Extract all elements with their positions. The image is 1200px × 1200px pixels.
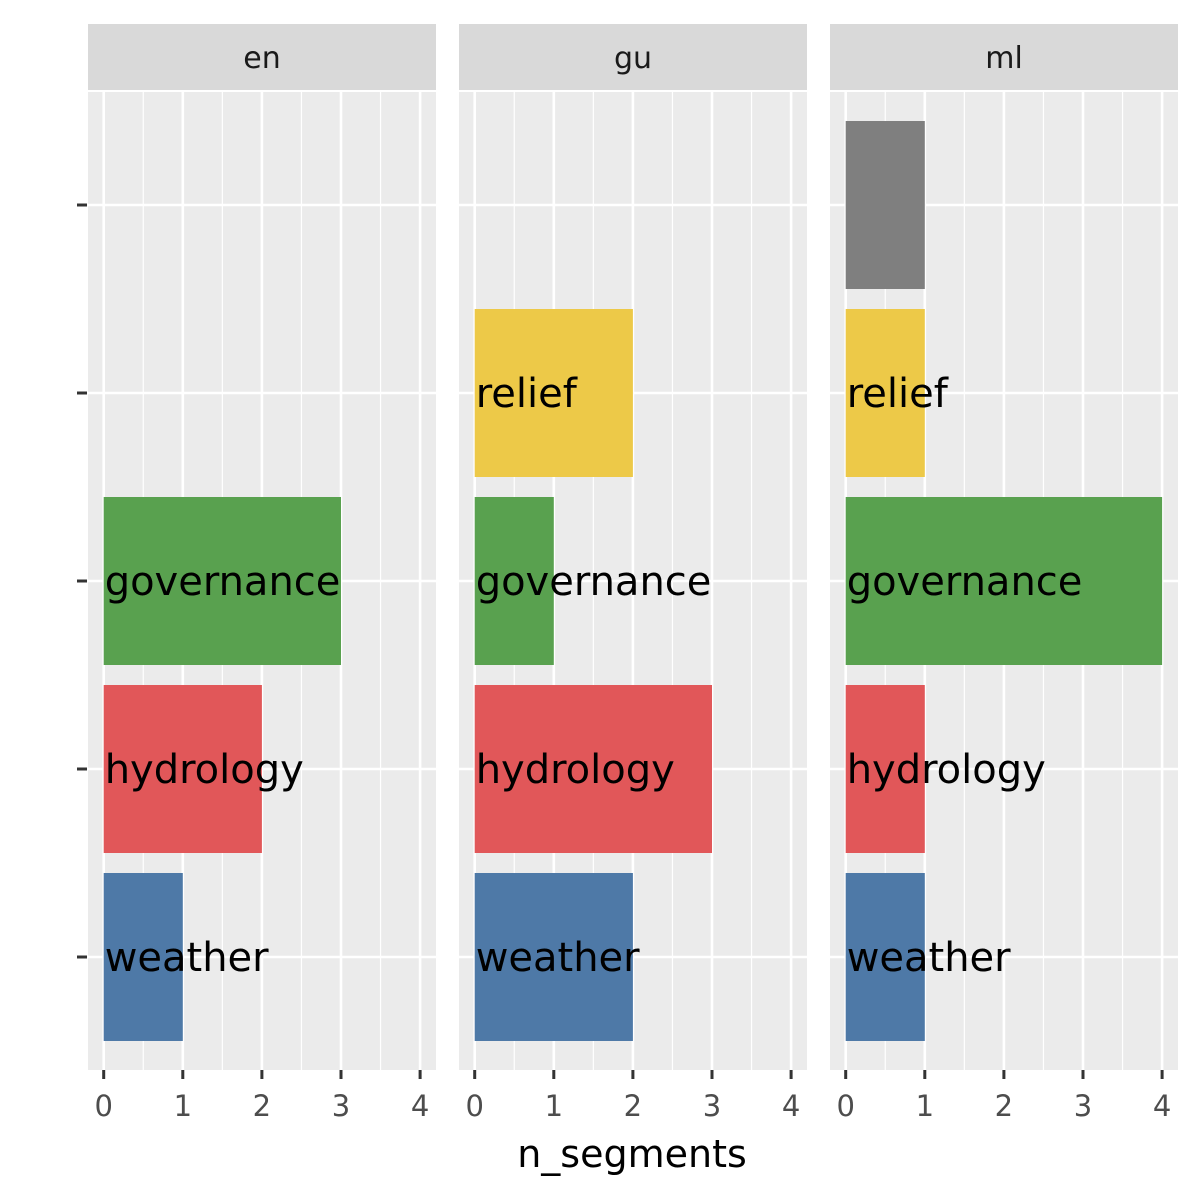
bar-label: hydrology: [476, 747, 675, 793]
facet-label: ml: [985, 41, 1023, 76]
x-tick-label: 0: [836, 1089, 854, 1123]
bar-label: weather: [105, 935, 269, 981]
bar-weather: [103, 873, 183, 1041]
bar-label: hydrology: [105, 747, 304, 793]
bar-relief: [474, 309, 633, 477]
bar-label: governance: [847, 559, 1083, 605]
panel-ml: ml weather hydrology governance relief 0 1 2 3 4: [830, 24, 1178, 1123]
x-tick-label: 0: [94, 1089, 112, 1123]
bar-unlabeled: [845, 121, 925, 289]
bar-governance: [103, 497, 341, 665]
bar-label: relief: [476, 371, 578, 417]
x-tick-label: 4: [411, 1089, 429, 1123]
bar-relief: [845, 309, 925, 477]
y-axis-ticks: [77, 203, 87, 959]
bar-governance: [474, 497, 554, 665]
bar-label: governance: [476, 559, 712, 605]
x-tick-label: 3: [332, 1089, 350, 1123]
panel-en: en weather hydrology governance 0 1 2 3 4: [88, 24, 436, 1123]
x-tick-label: 2: [995, 1089, 1013, 1123]
bar-hydrology: [103, 685, 262, 853]
bar-label: relief: [847, 371, 949, 417]
x-tick-label: 3: [703, 1089, 721, 1123]
facet-strip: [459, 24, 807, 90]
facet-label: gu: [614, 41, 652, 76]
panel-gu: gu weather hydrology governance relief 0 1 2 3 4: [459, 24, 807, 1123]
x-tick-label: 1: [174, 1089, 192, 1123]
facet-strip: [830, 24, 1178, 90]
x-tick-label: 4: [1153, 1089, 1171, 1123]
bar-weather: [474, 873, 633, 1041]
x-tick-label: 2: [253, 1089, 271, 1123]
bar-label: weather: [476, 935, 640, 981]
chart-panels: en weather hydrology governance 0 1 2 3 4 gu weath…: [88, 24, 1178, 1123]
x-axis-title: n_segments: [517, 1132, 747, 1176]
bar-hydrology: [845, 685, 925, 853]
bar-label: hydrology: [847, 747, 1046, 793]
bar-hydrology: [474, 685, 712, 853]
bar-label: governance: [105, 559, 341, 605]
x-tick-label: 3: [1074, 1089, 1092, 1123]
bar-label: weather: [847, 935, 1011, 981]
x-tick-label: 0: [465, 1089, 483, 1123]
x-tick-label: 4: [782, 1089, 800, 1123]
x-tick-label: 1: [916, 1089, 934, 1123]
x-tick-label: 1: [545, 1089, 563, 1123]
bar-weather: [845, 873, 925, 1041]
facet-strip: [88, 24, 436, 90]
facet-label: en: [243, 41, 280, 76]
bar-governance: [845, 497, 1163, 665]
x-tick-label: 2: [624, 1089, 642, 1123]
